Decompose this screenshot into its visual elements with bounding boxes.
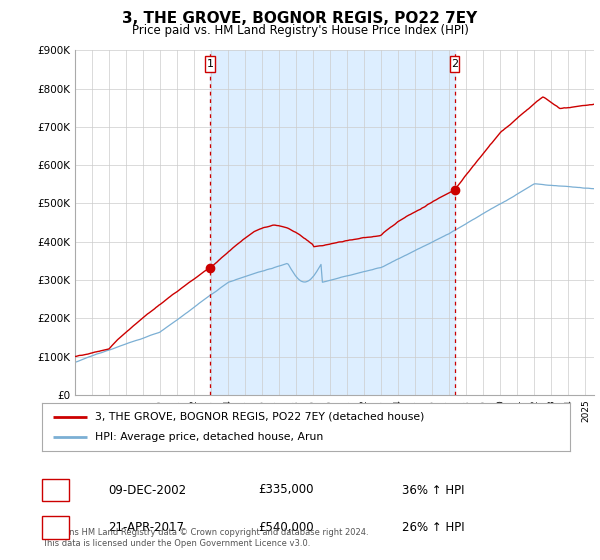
Text: 36% ↑ HPI: 36% ↑ HPI (402, 483, 464, 497)
Text: HPI: Average price, detached house, Arun: HPI: Average price, detached house, Arun (95, 432, 323, 442)
Text: 2: 2 (451, 59, 458, 69)
Text: 21-APR-2017: 21-APR-2017 (108, 521, 184, 534)
Text: £335,000: £335,000 (258, 483, 314, 497)
Text: Price paid vs. HM Land Registry's House Price Index (HPI): Price paid vs. HM Land Registry's House … (131, 24, 469, 36)
Text: 3, THE GROVE, BOGNOR REGIS, PO22 7EY: 3, THE GROVE, BOGNOR REGIS, PO22 7EY (122, 11, 478, 26)
Text: 1: 1 (206, 59, 214, 69)
Text: 2: 2 (52, 521, 59, 534)
Text: £540,000: £540,000 (258, 521, 314, 534)
Text: 3, THE GROVE, BOGNOR REGIS, PO22 7EY (detached house): 3, THE GROVE, BOGNOR REGIS, PO22 7EY (de… (95, 412, 424, 422)
Text: 26% ↑ HPI: 26% ↑ HPI (402, 521, 464, 534)
FancyBboxPatch shape (450, 56, 460, 72)
Text: 1: 1 (52, 483, 59, 497)
FancyBboxPatch shape (205, 56, 215, 72)
Text: Contains HM Land Registry data © Crown copyright and database right 2024.
This d: Contains HM Land Registry data © Crown c… (42, 528, 368, 548)
Text: 09-DEC-2002: 09-DEC-2002 (108, 483, 186, 497)
Bar (210, 50, 455, 395)
